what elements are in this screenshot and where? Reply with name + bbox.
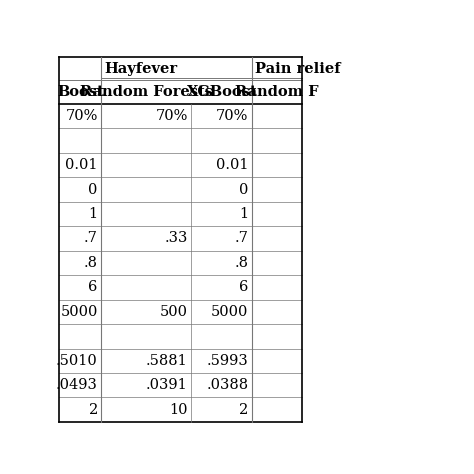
Text: 6: 6 (239, 280, 248, 294)
Text: Boost: Boost (57, 85, 104, 99)
Text: .5881: .5881 (146, 354, 188, 368)
Text: .33: .33 (164, 231, 188, 246)
Text: 2: 2 (239, 402, 248, 417)
Text: .7: .7 (235, 231, 248, 246)
Text: 2: 2 (89, 402, 98, 417)
Text: 0: 0 (89, 182, 98, 197)
Text: 70%: 70% (65, 109, 98, 123)
Text: .0388: .0388 (206, 378, 248, 392)
Text: .5993: .5993 (207, 354, 248, 368)
Text: 5000: 5000 (211, 305, 248, 319)
Text: .8: .8 (235, 256, 248, 270)
Text: Random F: Random F (235, 85, 319, 99)
Text: .5010: .5010 (56, 354, 98, 368)
Text: 70%: 70% (155, 109, 188, 123)
Text: 70%: 70% (216, 109, 248, 123)
Text: 0.01: 0.01 (216, 158, 248, 172)
Text: 500: 500 (160, 305, 188, 319)
Text: 10: 10 (169, 402, 188, 417)
Text: 6: 6 (89, 280, 98, 294)
Text: .8: .8 (84, 256, 98, 270)
Text: 0.01: 0.01 (65, 158, 98, 172)
Text: Hayfever: Hayfever (104, 62, 178, 76)
Text: .0493: .0493 (56, 378, 98, 392)
Text: .7: .7 (84, 231, 98, 246)
Text: 1: 1 (239, 207, 248, 221)
Text: .0391: .0391 (146, 378, 188, 392)
Text: Random Forests: Random Forests (80, 85, 213, 99)
Text: Pain relief: Pain relief (255, 62, 341, 76)
Text: 1: 1 (89, 207, 98, 221)
Text: XGBoost: XGBoost (186, 85, 257, 99)
Text: 0: 0 (239, 182, 248, 197)
Text: 5000: 5000 (61, 305, 98, 319)
